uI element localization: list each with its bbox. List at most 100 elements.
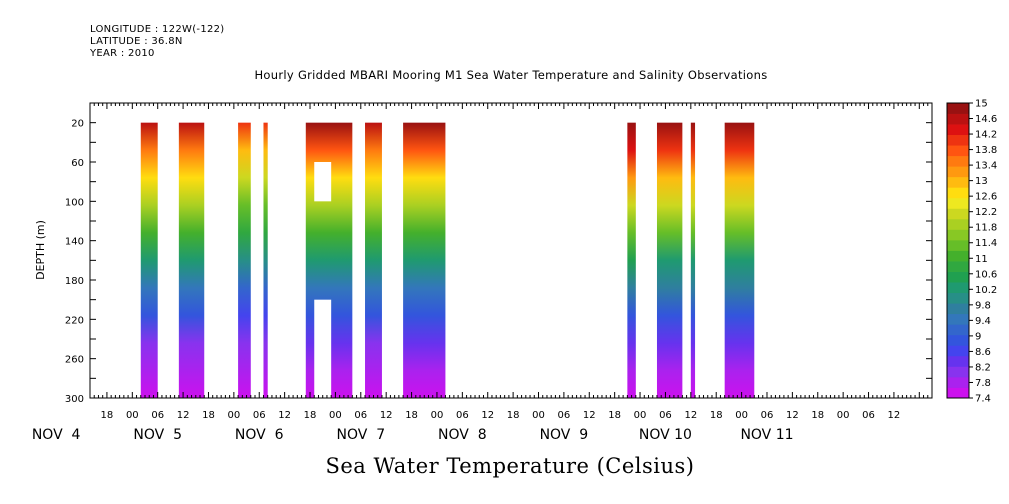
x-tick-label: 06 bbox=[253, 410, 266, 421]
longitude-label: LONGITUDE : 122W(-122) bbox=[90, 24, 225, 35]
x-tick-label: 12 bbox=[786, 410, 799, 421]
colorbar-swatch bbox=[947, 239, 969, 251]
colorbar-swatch bbox=[947, 355, 969, 367]
x-tick-label: 18 bbox=[304, 410, 317, 421]
colorbar-label: 9.8 bbox=[975, 300, 991, 311]
x-tick-label: 12 bbox=[888, 410, 901, 421]
colorbar-label: 13 bbox=[975, 176, 988, 187]
data-segment bbox=[627, 122, 636, 399]
colorbar-swatch bbox=[947, 197, 969, 209]
data-segment bbox=[140, 122, 158, 399]
colorbar-swatch bbox=[947, 155, 969, 167]
colorbar-swatch bbox=[947, 166, 969, 178]
x-tick-label: 18 bbox=[811, 410, 824, 421]
y-tick-label: 60 bbox=[71, 158, 84, 169]
x-tick-label: 18 bbox=[608, 410, 621, 421]
x-tick-label: 12 bbox=[278, 410, 291, 421]
colorbar-label: 7.8 bbox=[975, 378, 991, 389]
colorbar-swatch bbox=[947, 250, 969, 262]
x-date-label: NOV 11 bbox=[740, 427, 793, 443]
x-tick-label: 00 bbox=[126, 410, 139, 421]
x-date-label: NOV 6 bbox=[235, 427, 284, 443]
x-date-label: NOV 7 bbox=[336, 427, 385, 443]
colorbar-swatch bbox=[947, 282, 969, 294]
variable-title: Sea Water Temperature (Celsius) bbox=[325, 454, 695, 478]
colorbar-label: 11.8 bbox=[975, 223, 997, 234]
data-segment bbox=[724, 122, 755, 399]
x-date-label: NOV 5 bbox=[133, 427, 182, 443]
x-date-label: NOV 8 bbox=[438, 427, 487, 443]
colorbar-swatch bbox=[947, 176, 969, 188]
x-tick-label: 06 bbox=[354, 410, 367, 421]
x-tick-label: 06 bbox=[659, 410, 672, 421]
x-tick-label: 18 bbox=[710, 410, 723, 421]
x-tick-label: 00 bbox=[735, 410, 748, 421]
colorbar-swatch bbox=[947, 292, 969, 304]
colorbar-swatch bbox=[947, 303, 969, 315]
heatmap-plot-area bbox=[140, 122, 755, 399]
y-tick-label: 20 bbox=[71, 119, 84, 130]
x-tick-label: 00 bbox=[532, 410, 545, 421]
x-tick-label: 18 bbox=[202, 410, 215, 421]
y-axis-label: DEPTH (m) bbox=[34, 220, 47, 280]
colorbar-swatch bbox=[947, 113, 969, 125]
colorbar-swatch bbox=[947, 261, 969, 272]
y-tick-label: 260 bbox=[65, 355, 84, 366]
y-tick-label: 180 bbox=[65, 276, 84, 287]
colorbar-swatch bbox=[947, 366, 969, 378]
data-segment bbox=[238, 122, 251, 399]
y-tick-label: 300 bbox=[65, 394, 84, 405]
axes: 18 00 06 12 18 00 06 12 18 00 06 12 18 00 06 12 18 00 06 12… bbox=[32, 103, 933, 443]
colorbar-swatch bbox=[947, 271, 969, 283]
colorbar-label: 10.2 bbox=[975, 285, 997, 296]
x-date-label: NOV 4 bbox=[32, 427, 81, 443]
colorbar-label: 9 bbox=[975, 331, 981, 342]
colorbar-swatch bbox=[947, 145, 969, 157]
colorbar-label: 13.8 bbox=[975, 145, 997, 156]
data-segment bbox=[178, 122, 205, 399]
x-tick-label: 06 bbox=[558, 410, 571, 421]
colorbar-swatch bbox=[947, 345, 969, 357]
colorbar-label: 8.2 bbox=[975, 362, 991, 373]
colorbar-swatch bbox=[947, 324, 969, 336]
data-segment bbox=[690, 122, 696, 399]
latitude-label: LATITUDE : 36.8N bbox=[90, 36, 183, 47]
x-date-label: NOV 10 bbox=[639, 427, 692, 443]
x-tick-label: 06 bbox=[862, 410, 875, 421]
colorbar-swatch bbox=[947, 124, 969, 136]
x-tick-label: 12 bbox=[481, 410, 494, 421]
data-segment bbox=[263, 122, 268, 399]
colorbar-label: 8.6 bbox=[975, 347, 991, 358]
x-tick-label: 00 bbox=[227, 410, 240, 421]
colorbar-label: 12.6 bbox=[975, 192, 997, 203]
colorbar: 15 14.6 14.2 13.8 13.4 13 12.6 12.2 11.8 11.4 11 10… bbox=[946, 99, 997, 405]
x-tick-label: 06 bbox=[151, 410, 164, 421]
x-tick-label: 00 bbox=[837, 410, 850, 421]
colorbar-swatch bbox=[947, 313, 969, 325]
colorbar-label: 7.4 bbox=[975, 394, 991, 405]
colorbar-label: 14.6 bbox=[975, 114, 997, 125]
colorbar-swatch bbox=[947, 387, 969, 399]
colorbar-label: 11 bbox=[975, 254, 988, 265]
colorbar-swatch bbox=[947, 218, 969, 230]
chart-title: Hourly Gridded MBARI Mooring M1 Sea Wate… bbox=[254, 68, 768, 82]
y-tick-label: 100 bbox=[65, 197, 84, 208]
x-tick-label: 12 bbox=[583, 410, 596, 421]
x-tick-label: 00 bbox=[634, 410, 647, 421]
colorbar-swatch bbox=[947, 334, 969, 346]
colorbar-label: 12.2 bbox=[975, 207, 997, 218]
data-segment bbox=[365, 122, 382, 399]
colorbar-swatch bbox=[947, 376, 969, 388]
x-tick-label: 18 bbox=[101, 410, 114, 421]
x-tick-label: 18 bbox=[405, 410, 418, 421]
colorbar-label: 14.2 bbox=[975, 130, 997, 141]
x-tick-label: 00 bbox=[431, 410, 444, 421]
colorbar-swatch bbox=[947, 208, 969, 220]
colorbar-label: 13.4 bbox=[975, 161, 997, 172]
x-tick-label: 00 bbox=[329, 410, 342, 421]
x-tick-label: 12 bbox=[177, 410, 190, 421]
colorbar-label: 15 bbox=[975, 99, 988, 110]
data-gap bbox=[314, 162, 332, 202]
year-label: YEAR : 2010 bbox=[90, 48, 155, 59]
colorbar-swatch bbox=[947, 134, 969, 146]
